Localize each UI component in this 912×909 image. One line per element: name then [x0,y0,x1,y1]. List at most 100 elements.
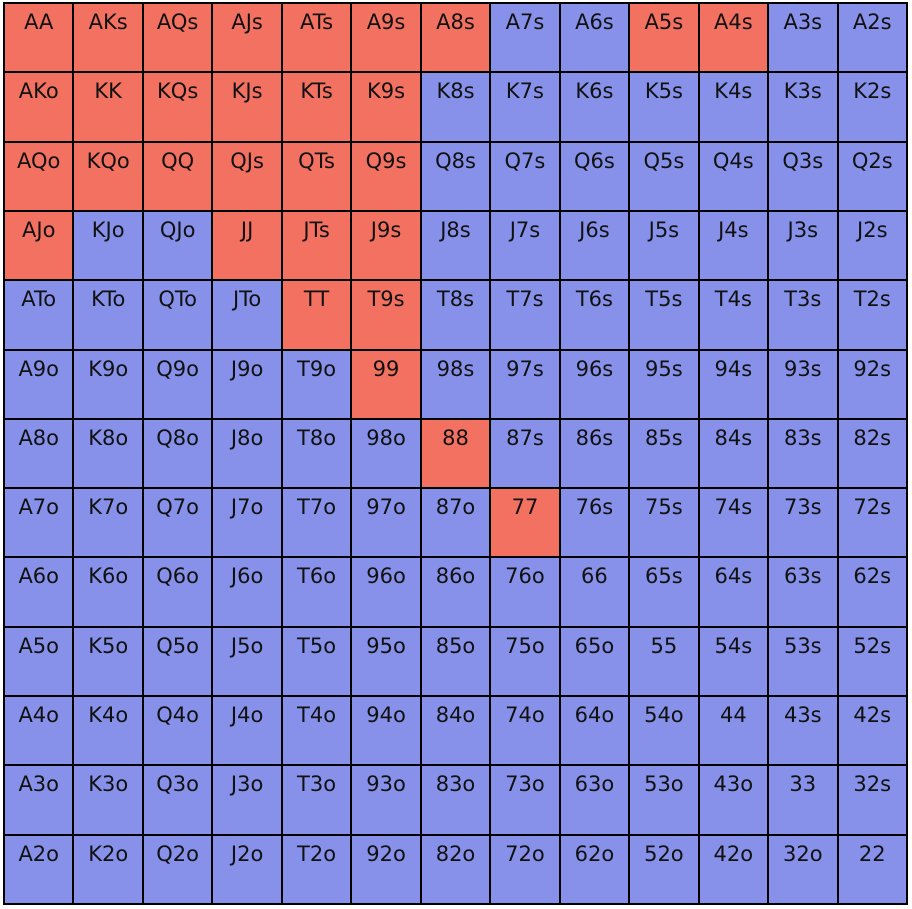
hand-cell-t8o[interactable]: T8o [282,419,351,488]
hand-cell-76s[interactable]: 76s [560,489,629,557]
hand-cell-j4o[interactable]: J4o [213,697,281,765]
hand-cell-22[interactable]: 22 [838,835,906,903]
hand-cell-t6o[interactable]: T6o [282,558,351,626]
hand-cell-95o[interactable]: 95o [352,627,420,696]
hand-cell-qq[interactable]: QQ [143,142,212,210]
hand-cell-k5s[interactable]: K5s [630,73,698,141]
hand-cell-93o[interactable]: 93o [352,766,420,834]
hand-cell-83o[interactable]: 83o [421,766,490,834]
hand-cell-k6s[interactable]: K6s [560,73,629,141]
hand-cell-95s[interactable]: 95s [630,350,698,418]
hand-cell-a8o[interactable]: A8o [5,419,73,488]
hand-cell-84s[interactable]: 84s [699,419,768,488]
hand-cell-98o[interactable]: 98o [352,419,420,488]
hand-cell-aqo[interactable]: AQo [5,142,73,210]
hand-cell-t4s[interactable]: T4s [699,281,768,349]
hand-cell-54o[interactable]: 54o [630,697,698,765]
hand-cell-86o[interactable]: 86o [421,558,490,626]
hand-cell-k2o[interactable]: K2o [74,835,142,903]
hand-cell-a5o[interactable]: A5o [5,627,73,696]
hand-cell-74o[interactable]: 74o [491,697,559,765]
hand-cell-87o[interactable]: 87o [421,489,490,557]
hand-cell-ajo[interactable]: AJo [5,211,73,280]
hand-cell-44[interactable]: 44 [699,697,768,765]
hand-cell-66[interactable]: 66 [560,558,629,626]
hand-cell-74s[interactable]: 74s [699,489,768,557]
hand-cell-q8s[interactable]: Q8s [421,142,490,210]
hand-cell-t4o[interactable]: T4o [282,697,351,765]
hand-cell-t2s[interactable]: T2s [838,281,906,349]
hand-cell-96o[interactable]: 96o [352,558,420,626]
hand-cell-kqs[interactable]: KQs [143,73,212,141]
hand-cell-t8s[interactable]: T8s [421,281,490,349]
hand-cell-q6o[interactable]: Q6o [143,558,212,626]
hand-cell-q7s[interactable]: Q7s [491,142,559,210]
hand-cell-43o[interactable]: 43o [699,766,768,834]
hand-cell-jj[interactable]: JJ [213,211,281,280]
hand-cell-ako[interactable]: AKo [5,73,73,141]
hand-cell-qto[interactable]: QTo [143,281,212,349]
hand-cell-a3o[interactable]: A3o [5,766,73,834]
hand-cell-q5o[interactable]: Q5o [143,627,212,696]
hand-cell-88[interactable]: 88 [421,419,490,488]
hand-cell-t2o[interactable]: T2o [282,835,351,903]
hand-cell-j6s[interactable]: J6s [560,211,629,280]
hand-cell-97s[interactable]: 97s [491,350,559,418]
hand-cell-a5s[interactable]: A5s [630,4,698,72]
hand-cell-98s[interactable]: 98s [421,350,490,418]
hand-cell-42o[interactable]: 42o [699,835,768,903]
hand-cell-j2o[interactable]: J2o [213,835,281,903]
hand-cell-92s[interactable]: 92s [838,350,906,418]
hand-cell-a3s[interactable]: A3s [769,4,837,72]
hand-cell-k9o[interactable]: K9o [74,350,142,418]
hand-cell-t7o[interactable]: T7o [282,489,351,557]
hand-cell-j9s[interactable]: J9s [352,211,420,280]
hand-cell-73o[interactable]: 73o [491,766,559,834]
hand-cell-85o[interactable]: 85o [421,627,490,696]
hand-cell-aqs[interactable]: AQs [143,4,212,72]
hand-cell-k2s[interactable]: K2s [838,73,906,141]
hand-cell-q5s[interactable]: Q5s [630,142,698,210]
hand-cell-32s[interactable]: 32s [838,766,906,834]
hand-cell-53o[interactable]: 53o [630,766,698,834]
hand-cell-j5s[interactable]: J5s [630,211,698,280]
hand-cell-j9o[interactable]: J9o [213,350,281,418]
hand-cell-55[interactable]: 55 [630,627,698,696]
hand-cell-52s[interactable]: 52s [838,627,906,696]
hand-cell-q2s[interactable]: Q2s [838,142,906,210]
hand-cell-q9s[interactable]: Q9s [352,142,420,210]
hand-cell-42s[interactable]: 42s [838,697,906,765]
hand-cell-52o[interactable]: 52o [630,835,698,903]
hand-cell-86s[interactable]: 86s [560,419,629,488]
hand-cell-jto[interactable]: JTo [213,281,281,349]
hand-cell-t5s[interactable]: T5s [630,281,698,349]
hand-cell-43s[interactable]: 43s [769,697,837,765]
hand-cell-75s[interactable]: 75s [630,489,698,557]
hand-cell-a8s[interactable]: A8s [421,4,490,72]
hand-cell-93s[interactable]: 93s [769,350,837,418]
hand-cell-j5o[interactable]: J5o [213,627,281,696]
hand-cell-92o[interactable]: 92o [352,835,420,903]
hand-cell-a7s[interactable]: A7s [491,4,559,72]
hand-cell-32o[interactable]: 32o [769,835,837,903]
hand-cell-k5o[interactable]: K5o [74,627,142,696]
hand-cell-72s[interactable]: 72s [838,489,906,557]
hand-cell-72o[interactable]: 72o [491,835,559,903]
hand-cell-t9o[interactable]: T9o [282,350,351,418]
hand-cell-a9o[interactable]: A9o [5,350,73,418]
hand-cell-q8o[interactable]: Q8o [143,419,212,488]
hand-cell-75o[interactable]: 75o [491,627,559,696]
hand-cell-q3s[interactable]: Q3s [769,142,837,210]
hand-cell-j7s[interactable]: J7s [491,211,559,280]
hand-cell-aa[interactable]: AA [5,4,73,72]
hand-cell-j8s[interactable]: J8s [421,211,490,280]
hand-cell-96s[interactable]: 96s [560,350,629,418]
hand-cell-j6o[interactable]: J6o [213,558,281,626]
hand-cell-q3o[interactable]: Q3o [143,766,212,834]
hand-cell-t7s[interactable]: T7s [491,281,559,349]
hand-cell-k3s[interactable]: K3s [769,73,837,141]
hand-cell-87s[interactable]: 87s [491,419,559,488]
hand-cell-k4s[interactable]: K4s [699,73,768,141]
hand-cell-j4s[interactable]: J4s [699,211,768,280]
hand-cell-77[interactable]: 77 [491,489,559,557]
